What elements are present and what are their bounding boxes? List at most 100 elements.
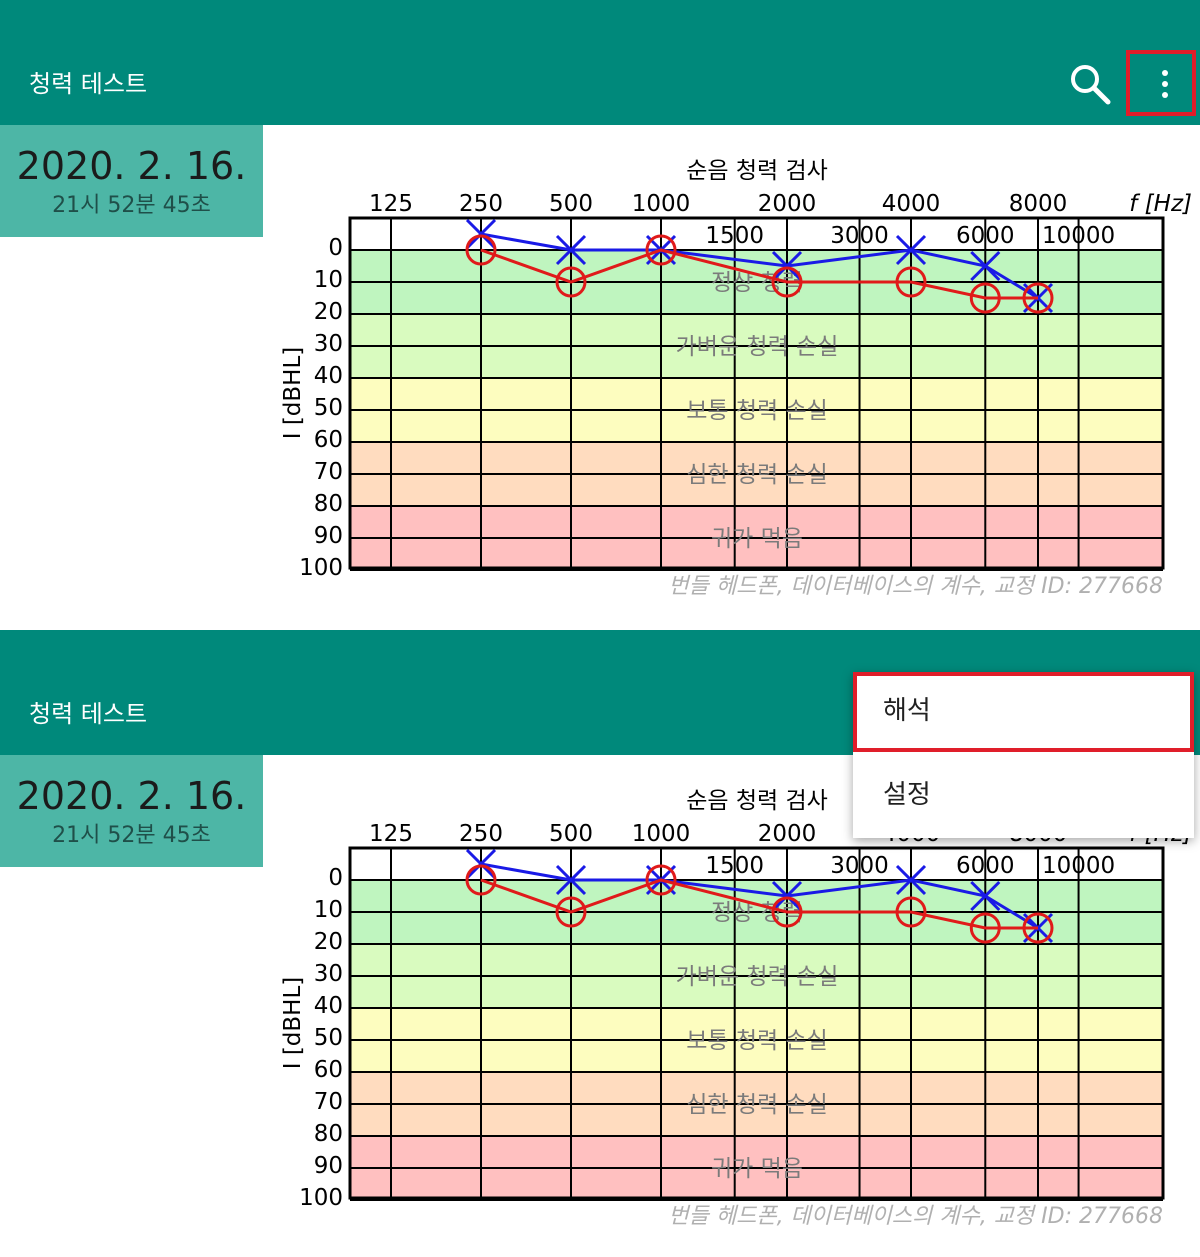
- zone-label: 보통 청력 손실: [686, 1028, 828, 1054]
- x-tick-label: 125: [369, 821, 413, 847]
- y-tick-label: 10: [314, 897, 343, 923]
- data-point-o-marker: [895, 896, 927, 928]
- data-point-o-marker: [465, 864, 497, 896]
- app-bar: 청력 테스트: [0, 0, 1200, 125]
- x-tick-label-mid: 3000: [830, 223, 889, 249]
- y-tick-label: 50: [314, 1025, 343, 1051]
- plot-border: [348, 846, 1165, 1200]
- data-point-o-marker: [645, 864, 677, 896]
- y-tick-label: 10: [314, 267, 343, 293]
- chart-title: 순음 청력 검사: [686, 788, 828, 814]
- y-tick-label: 40: [314, 363, 343, 389]
- y-tick-label: 80: [314, 1121, 343, 1147]
- y-axis-label: I [dBHL]: [280, 977, 306, 1070]
- x-tick-label: 8000: [1009, 191, 1068, 217]
- data-point-o-marker: [771, 266, 803, 298]
- zone-label: 보통 청력 손실: [686, 398, 828, 424]
- y-tick-label: 0: [328, 235, 343, 261]
- x-tick-label-mid: 1500: [705, 853, 764, 879]
- y-tick-label: 80: [314, 491, 343, 517]
- x-tick-label: 1000: [632, 191, 691, 217]
- y-tick-label: 100: [299, 1185, 343, 1211]
- calibration-note: 번들 헤드폰, 데이터베이스의 계수, 교정 ID: 277668: [668, 574, 1163, 599]
- x-tick-label: 2000: [758, 191, 817, 217]
- record-date: 2020. 2. 16.: [16, 774, 247, 818]
- test-record-card[interactable]: 2020. 2. 16. 21시 52분 45초: [0, 755, 263, 867]
- data-point-o-marker: [969, 912, 1001, 944]
- x-axis-label: f [Hz]: [1129, 191, 1192, 217]
- x-tick-label-mid: 10000: [1042, 853, 1115, 879]
- x-tick-label-mid: 6000: [956, 853, 1015, 879]
- data-point-x-marker: [895, 864, 927, 896]
- y-tick-label: 40: [314, 993, 343, 1019]
- data-point-x-marker: [465, 848, 497, 880]
- overflow-menu: 해석 설정: [853, 672, 1194, 838]
- data-point-x-marker: [970, 880, 1001, 912]
- x-tick-label: 500: [549, 191, 593, 217]
- chart-title: 순음 청력 검사: [686, 158, 828, 184]
- record-date: 2020. 2. 16.: [16, 144, 247, 188]
- menu-item-label: 설정: [883, 780, 931, 810]
- y-tick-label: 90: [314, 523, 343, 549]
- series-line: [480, 248, 1038, 300]
- data-point-o-marker: [645, 234, 677, 266]
- data-point-o-marker: [969, 282, 1001, 314]
- y-tick-label: 30: [314, 961, 343, 987]
- test-record-card[interactable]: 2020. 2. 16. 21시 52분 45초: [0, 125, 263, 237]
- data-point-x-marker: [895, 234, 927, 266]
- zone-label: 가벼운 청력 손실: [676, 964, 839, 990]
- x-tick-label-mid: 6000: [956, 223, 1015, 249]
- y-tick-label: 70: [314, 1089, 343, 1115]
- app-title: 청력 테스트: [29, 70, 148, 98]
- y-tick-label: 30: [314, 331, 343, 357]
- x-tick-label: 250: [459, 821, 503, 847]
- data-point-o-marker: [1022, 912, 1054, 944]
- x-tick-label: 250: [459, 191, 503, 217]
- y-tick-label: 60: [314, 1057, 343, 1083]
- more-vert-icon: [1162, 70, 1168, 103]
- y-tick-label: 60: [314, 427, 343, 453]
- x-tick-label: 500: [549, 821, 593, 847]
- data-point-x-marker: [771, 250, 803, 282]
- x-tick-label-mid: 1500: [705, 223, 764, 249]
- plot-border: [348, 216, 1165, 570]
- y-tick-label: 90: [314, 1153, 343, 1179]
- data-point-o-marker: [555, 896, 587, 928]
- data-point-o-marker: [895, 266, 927, 298]
- data-point-x-marker: [970, 250, 1001, 282]
- app-title: 청력 테스트: [29, 700, 148, 728]
- y-tick-label: 50: [314, 395, 343, 421]
- series-line: [480, 878, 1038, 930]
- data-point-x-marker: [555, 234, 587, 266]
- x-tick-label: 4000: [882, 191, 941, 217]
- data-point-o-marker: [771, 896, 803, 928]
- menu-item-settings[interactable]: 설정: [853, 756, 1194, 836]
- overflow-menu-button[interactable]: [1126, 50, 1196, 116]
- zone-label: 귀가 먹음: [711, 1156, 803, 1182]
- data-point-o-marker: [1022, 282, 1054, 314]
- x-tick-label: 1000: [632, 821, 691, 847]
- data-point-o-marker: [465, 234, 497, 266]
- data-point-x-marker: [465, 218, 497, 250]
- app-screen-menu-closed: 청력 테스트 2020. 2. 16. 21시 52분 45초 정상 청력 가벼운…: [0, 0, 1200, 627]
- zone-label: 가벼운 청력 손실: [676, 334, 839, 360]
- y-tick-label: 100: [299, 555, 343, 581]
- data-point-x-marker: [771, 880, 803, 912]
- y-axis-label: I [dBHL]: [280, 347, 306, 440]
- x-tick-label: 2000: [758, 821, 817, 847]
- x-tick-label-mid: 3000: [830, 853, 889, 879]
- y-tick-label: 20: [314, 299, 343, 325]
- record-time: 21시 52분 45초: [52, 823, 211, 848]
- x-tick-label-mid: 10000: [1042, 223, 1115, 249]
- menu-item-interpretation[interactable]: 해석: [853, 672, 1194, 752]
- data-point-x-marker: [555, 864, 587, 896]
- calibration-note: 번들 헤드폰, 데이터베이스의 계수, 교정 ID: 277668: [668, 1204, 1163, 1229]
- record-time: 21시 52분 45초: [52, 193, 211, 218]
- y-tick-label: 20: [314, 929, 343, 955]
- zone-label: 심한 청력 손실: [686, 462, 828, 488]
- x-tick-label: 125: [369, 191, 413, 217]
- search-button[interactable]: [1066, 60, 1112, 106]
- zone-label: 귀가 먹음: [711, 526, 803, 552]
